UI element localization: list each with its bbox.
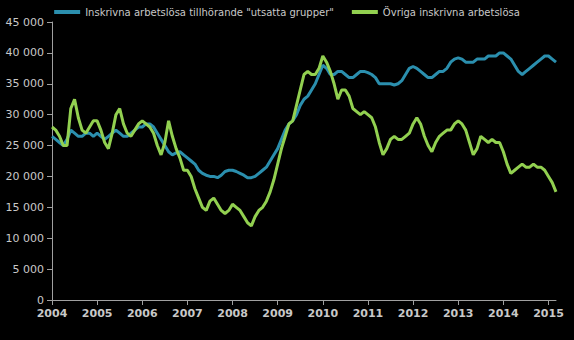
svg-text:2015: 2015: [533, 307, 564, 320]
svg-text:2008: 2008: [217, 307, 248, 320]
svg-text:0: 0: [37, 294, 44, 307]
svg-text:2007: 2007: [172, 307, 203, 320]
svg-text:2009: 2009: [262, 307, 293, 320]
svg-text:25 000: 25 000: [6, 139, 45, 152]
svg-text:45 000: 45 000: [6, 16, 45, 29]
svg-text:2012: 2012: [398, 307, 429, 320]
svg-text:Övriga inskrivna arbetslösa: Övriga inskrivna arbetslösa: [383, 6, 520, 18]
svg-text:2005: 2005: [82, 307, 113, 320]
svg-text:2014: 2014: [488, 307, 519, 320]
svg-text:15 000: 15 000: [6, 201, 45, 214]
svg-text:5 000: 5 000: [13, 263, 45, 276]
svg-text:2011: 2011: [353, 307, 384, 320]
svg-text:20 000: 20 000: [6, 170, 45, 183]
svg-text:2010: 2010: [307, 307, 338, 320]
svg-text:35 000: 35 000: [6, 77, 45, 90]
svg-text:40 000: 40 000: [6, 46, 45, 59]
svg-text:10 000: 10 000: [6, 232, 45, 245]
svg-text:30 000: 30 000: [6, 108, 45, 121]
svg-text:2013: 2013: [443, 307, 474, 320]
svg-text:2006: 2006: [127, 307, 158, 320]
svg-text:Inskrivna arbetslösa tillhöran: Inskrivna arbetslösa tillhörande "utsatt…: [85, 7, 334, 18]
svg-text:2004: 2004: [37, 307, 68, 320]
